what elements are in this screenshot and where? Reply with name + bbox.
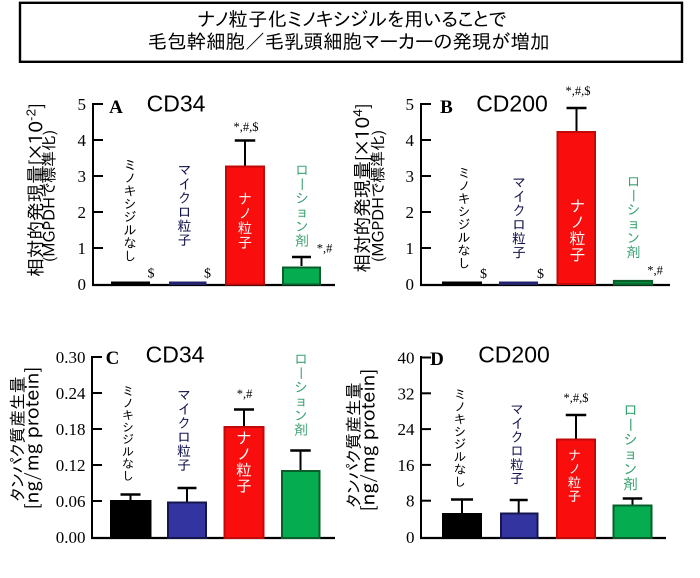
svg-text:0: 0 xyxy=(406,275,415,294)
svg-text:0.24: 0.24 xyxy=(56,384,86,403)
svg-text:CD34: CD34 xyxy=(147,91,206,117)
svg-text:0: 0 xyxy=(78,275,87,294)
svg-text:1: 1 xyxy=(406,239,415,258)
svg-text:5: 5 xyxy=(78,95,87,114)
svg-text:4: 4 xyxy=(406,131,415,150)
svg-text:C: C xyxy=(106,348,120,369)
svg-text:5: 5 xyxy=(406,95,415,114)
svg-text:CD200: CD200 xyxy=(478,342,550,368)
svg-text:0.30: 0.30 xyxy=(56,348,86,367)
svg-text:0.06: 0.06 xyxy=(56,492,86,511)
svg-text:3: 3 xyxy=(78,167,87,186)
svg-text:24: 24 xyxy=(398,420,416,439)
svg-text:40: 40 xyxy=(398,349,415,368)
svg-text:2: 2 xyxy=(78,203,87,222)
svg-text:0.00: 0.00 xyxy=(56,528,86,547)
svg-text:4: 4 xyxy=(78,131,87,150)
svg-text:0.18: 0.18 xyxy=(56,420,86,439)
svg-text:8: 8 xyxy=(406,492,415,511)
svg-text:*,#,$: *,#,$ xyxy=(566,84,591,98)
svg-text:3: 3 xyxy=(406,167,415,186)
svg-text:16: 16 xyxy=(398,456,415,475)
svg-text:0: 0 xyxy=(406,528,415,547)
svg-text:*,#,$: *,#,$ xyxy=(234,120,259,134)
svg-text:$: $ xyxy=(537,267,544,282)
svg-text:$: $ xyxy=(480,267,487,282)
svg-text:*,#: *,# xyxy=(647,264,663,278)
svg-text:1: 1 xyxy=(78,239,87,258)
svg-text:B: B xyxy=(440,97,453,118)
svg-text:*,#,$: *,#,$ xyxy=(564,391,589,405)
svg-text:A: A xyxy=(109,97,123,118)
svg-text:*,#: *,# xyxy=(317,242,333,256)
svg-text:CD200: CD200 xyxy=(476,91,548,117)
svg-text:CD34: CD34 xyxy=(146,342,205,368)
svg-text:0.12: 0.12 xyxy=(56,456,86,475)
svg-text:*,#: *,# xyxy=(237,387,253,401)
svg-text:$: $ xyxy=(148,267,155,282)
svg-text:32: 32 xyxy=(398,384,415,403)
svg-text:$: $ xyxy=(204,267,211,282)
svg-text:2: 2 xyxy=(406,203,415,222)
svg-text:D: D xyxy=(430,349,444,370)
